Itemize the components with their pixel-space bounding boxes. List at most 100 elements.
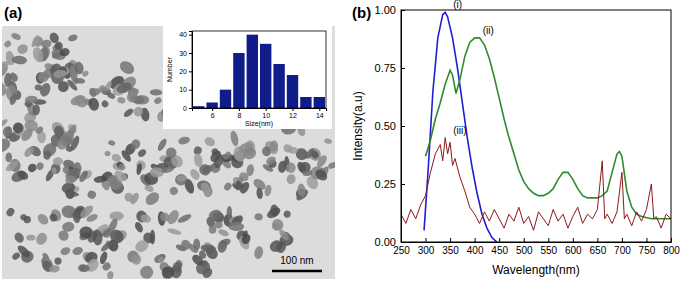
tick-mark [401, 126, 405, 127]
tick-mark [573, 238, 574, 242]
tick-label: 750 [639, 245, 656, 256]
tick: 0.25 [375, 178, 405, 190]
particle [30, 34, 41, 48]
particle [41, 39, 53, 49]
particle [34, 231, 49, 247]
tick: 0.50 [375, 120, 405, 132]
particle [254, 212, 264, 221]
particle [115, 81, 133, 96]
series-label: (iii) [453, 125, 466, 136]
tick-label: 500 [516, 245, 533, 256]
particle [131, 254, 142, 266]
tick-mark [189, 108, 192, 109]
particle [111, 153, 123, 163]
tick-label: 550 [540, 245, 557, 256]
particle [313, 167, 329, 182]
series-line [401, 138, 671, 231]
particle [208, 149, 223, 164]
tick-label: 12 [289, 112, 297, 119]
tick-mark [475, 238, 476, 242]
tick-label: 700 [614, 245, 631, 256]
tick: 10 [179, 86, 192, 93]
particle [71, 246, 83, 257]
particle [105, 174, 120, 189]
particle [198, 181, 212, 196]
tick-mark [401, 242, 405, 243]
tick-mark [622, 238, 623, 242]
tick-mark [189, 53, 192, 54]
particle [88, 87, 97, 98]
tick: 350 [442, 238, 459, 256]
tick: 600 [565, 238, 582, 256]
particle [24, 119, 39, 132]
particle [53, 125, 66, 139]
tick-mark [426, 238, 427, 242]
axis-title: Size(nm) [245, 120, 273, 128]
particle [87, 97, 101, 112]
particle [64, 190, 79, 197]
particle [4, 73, 12, 88]
particle [216, 239, 228, 253]
particle [177, 212, 193, 224]
tick: 700 [614, 238, 631, 256]
tick: 650 [590, 238, 607, 256]
tick-label: 650 [590, 245, 607, 256]
particle [53, 157, 64, 166]
particle [36, 162, 45, 171]
particle [297, 183, 306, 197]
tick-mark [499, 238, 500, 242]
tick-label: 14 [316, 112, 324, 119]
particle [304, 147, 316, 160]
panel-label: (b) [352, 4, 371, 21]
particle [22, 145, 36, 159]
particle [86, 189, 97, 200]
particle [12, 122, 27, 138]
tick: 8 [237, 108, 241, 119]
axis: 010203040 [179, 31, 192, 111]
particle [136, 163, 143, 176]
particle [59, 47, 71, 57]
particle [16, 42, 30, 55]
particle [43, 150, 52, 160]
tick: 0 [183, 105, 192, 112]
tick: 500 [516, 238, 533, 256]
particle [223, 181, 233, 192]
particle [11, 55, 27, 65]
particle [139, 213, 152, 224]
bar [233, 53, 244, 108]
tick: 20 [179, 68, 192, 75]
axis-title: Intensity(a.u) [351, 91, 365, 160]
particle [99, 239, 114, 253]
tick-label: 30 [179, 50, 187, 57]
series-label: (i) [453, 0, 462, 10]
tick-label: 20 [179, 68, 187, 75]
tick-label: 10 [179, 86, 187, 93]
axis: 68101214 [193, 108, 327, 119]
particle [157, 256, 166, 265]
axis-title: Number [166, 56, 173, 82]
particle [36, 212, 51, 227]
bar [260, 44, 271, 108]
tick: 550 [540, 238, 557, 256]
tick-mark [450, 238, 451, 242]
axis-title: Wavelength(nm) [492, 263, 580, 277]
particle [207, 208, 223, 222]
tick-label: 1.00 [375, 4, 396, 16]
particle [54, 257, 62, 265]
particle [62, 221, 75, 232]
particle [228, 222, 244, 232]
particle [160, 265, 176, 279]
particle [26, 162, 38, 174]
tick-label: 350 [442, 245, 459, 256]
particle [175, 174, 187, 186]
tick: 10 [262, 108, 270, 119]
particle [135, 95, 149, 104]
particle [93, 175, 107, 183]
tick: 1.00 [375, 4, 405, 16]
tick: 12 [289, 108, 297, 119]
particle [265, 155, 278, 167]
tick: 450 [491, 238, 508, 256]
particle [49, 265, 61, 274]
particle [264, 184, 273, 197]
inset-background [163, 26, 332, 129]
